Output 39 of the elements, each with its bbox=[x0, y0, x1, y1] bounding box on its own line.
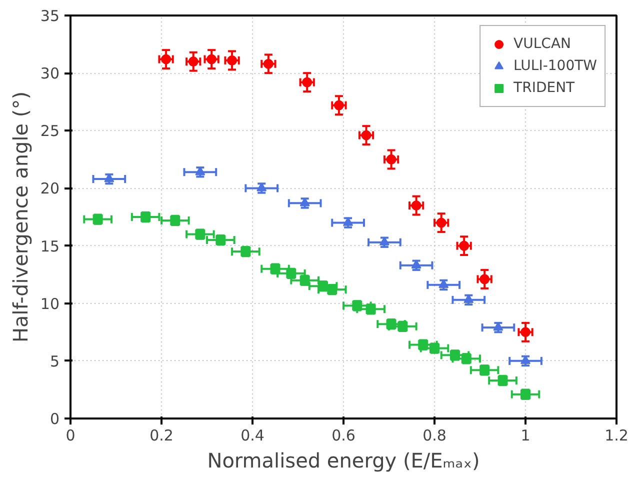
legend-label: TRIDENT bbox=[514, 80, 575, 96]
point bbox=[361, 130, 372, 140]
y-axis-title: Half-divergence angle (°) bbox=[8, 91, 32, 343]
point bbox=[386, 154, 396, 164]
x-tick-label: 0.8 bbox=[422, 426, 446, 444]
point bbox=[206, 54, 217, 64]
point bbox=[520, 327, 530, 338]
point bbox=[411, 260, 422, 268]
y-tick-label: 30 bbox=[40, 64, 60, 83]
point bbox=[379, 236, 390, 246]
point bbox=[436, 218, 446, 228]
point bbox=[263, 58, 274, 69]
y-tick-label: 0 bbox=[50, 410, 60, 428]
x-tick-label: 0 bbox=[66, 426, 76, 444]
legend-label: LULI-100TW bbox=[514, 58, 597, 74]
point bbox=[343, 217, 354, 226]
y-tick-label: 25 bbox=[40, 122, 60, 140]
x-tick-label: 0.6 bbox=[332, 426, 356, 444]
x-axis-title: Normalised energy (E/Eₘₐₓ) bbox=[207, 448, 480, 472]
point bbox=[188, 56, 198, 67]
y-tick-label: 15 bbox=[40, 237, 60, 256]
point bbox=[480, 274, 490, 284]
point bbox=[300, 197, 310, 206]
x-tick-label: 0.4 bbox=[240, 426, 264, 444]
legend-label: VULCAN bbox=[514, 36, 571, 52]
x-tick-label: 1.2 bbox=[604, 426, 628, 444]
point bbox=[302, 77, 312, 88]
y-tick-label: 20 bbox=[40, 180, 60, 198]
y-tick-label: 10 bbox=[40, 294, 60, 313]
point bbox=[334, 100, 344, 110]
x-tick-label: 1 bbox=[520, 426, 530, 444]
y-tick-label: 35 bbox=[40, 7, 60, 25]
point bbox=[227, 55, 238, 66]
point bbox=[256, 182, 267, 192]
point bbox=[459, 240, 470, 251]
y-tick-label: 5 bbox=[50, 352, 60, 370]
x-tick-label: 0.2 bbox=[150, 426, 174, 444]
point bbox=[161, 54, 172, 64]
point bbox=[411, 200, 422, 210]
